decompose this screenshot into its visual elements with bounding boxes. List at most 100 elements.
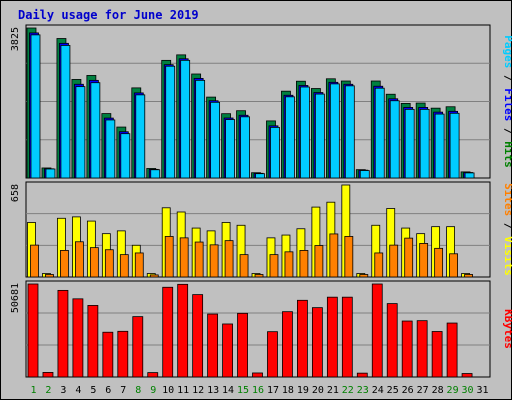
bar-pages-day-29 [449, 112, 460, 179]
bar-sites-day-18 [284, 251, 294, 278]
bar-sites-day-19 [299, 250, 309, 278]
bar-kbytes-day-7 [117, 330, 129, 378]
bar-sites-day-22 [344, 236, 354, 278]
bar-pages-day-10 [165, 65, 176, 179]
bar-pages-day-8 [135, 94, 146, 179]
bar-sites-day-4 [75, 241, 84, 278]
day-label-30: 30 [462, 385, 474, 396]
bar-kbytes-day-24 [371, 283, 383, 378]
bar-kbytes-day-3 [57, 289, 69, 378]
bar-sites-day-17 [269, 254, 279, 278]
day-label-2: 2 [45, 385, 51, 396]
day-label-19: 19 [297, 385, 309, 396]
bar-pages-day-3 [60, 45, 71, 179]
bar-sites-day-14 [224, 240, 234, 278]
bar-kbytes-day-16 [252, 372, 263, 378]
day-label-16: 16 [252, 385, 264, 396]
day-label-1: 1 [30, 385, 36, 396]
day-label-3: 3 [60, 385, 66, 396]
day-label-14: 14 [222, 385, 234, 396]
axis-label-visits-sites: Sites / Visits [502, 183, 512, 276]
day-label-7: 7 [120, 385, 126, 396]
bar-pages-day-16 [255, 173, 265, 179]
day-label-5: 5 [90, 385, 96, 396]
axis-label-part: Pages [502, 35, 512, 68]
day-label-26: 26 [402, 385, 414, 396]
bar-sites-day-1 [30, 244, 39, 278]
day-label-11: 11 [177, 385, 189, 396]
bar-sites-day-5 [89, 247, 99, 278]
bar-kbytes-day-18 [282, 311, 293, 378]
bar-kbytes-day-20 [311, 307, 323, 378]
bar-kbytes-day-4 [72, 298, 84, 378]
ymax-label-visits-sites: 658 [10, 184, 21, 202]
axis-label-kbytes: KBytes [502, 309, 512, 349]
bar-kbytes-day-23 [356, 372, 368, 378]
bar-sites-day-8 [134, 252, 144, 278]
bar-sites-day-15 [239, 254, 249, 278]
ymax-label-kbytes: 50681 [10, 283, 21, 313]
bar-pages-day-13 [210, 101, 221, 179]
bar-kbytes-day-28 [431, 331, 443, 378]
axis-label-part: Sites [502, 183, 512, 216]
bar-kbytes-day-30 [461, 373, 473, 378]
bar-kbytes-day-13 [207, 313, 219, 378]
day-label-27: 27 [417, 385, 429, 396]
bar-sites-day-13 [209, 244, 219, 278]
day-label-25: 25 [387, 385, 399, 396]
bar-kbytes-day-6 [102, 331, 114, 378]
bar-pages-day-21 [329, 83, 340, 179]
bar-pages-day-14 [225, 119, 235, 179]
bar-kbytes-day-22 [341, 296, 353, 378]
day-label-18: 18 [282, 385, 294, 396]
bar-pages-day-28 [434, 113, 445, 179]
bar-sites-day-20 [314, 245, 324, 278]
bar-pages-day-12 [195, 79, 206, 179]
bar-kbytes-day-27 [416, 320, 428, 378]
axis-label-part: Files [502, 88, 512, 121]
axis-label-part: / [502, 216, 512, 236]
day-label-20: 20 [312, 385, 324, 396]
bar-kbytes-day-1 [27, 283, 39, 378]
bar-sites-day-3 [60, 250, 69, 278]
bar-pages-day-18 [285, 96, 295, 179]
axis-label-hits-files-pages: Pages / Files / Hits [502, 35, 512, 168]
bar-pages-day-24 [374, 87, 385, 179]
bar-sites-day-26 [404, 237, 414, 278]
bar-pages-day-1 [30, 34, 41, 179]
chart-title: Daily usage for June 2019 [18, 8, 199, 22]
bar-pages-day-11 [180, 59, 191, 179]
bar-kbytes-day-21 [326, 296, 338, 378]
day-label-28: 28 [432, 385, 444, 396]
bar-pages-day-22 [344, 85, 355, 179]
day-label-4: 4 [75, 385, 81, 396]
bar-pages-day-30 [464, 172, 475, 179]
day-label-15: 15 [237, 385, 249, 396]
bar-pages-day-25 [389, 100, 400, 179]
bar-pages-day-2 [45, 168, 56, 179]
bar-pages-day-26 [404, 108, 415, 179]
axis-label-part: Visits [502, 236, 512, 276]
bar-sites-day-29 [449, 253, 458, 278]
bar-sites-day-7 [119, 254, 129, 278]
bar-pages-day-19 [300, 86, 310, 179]
bar-kbytes-day-15 [237, 312, 248, 378]
bar-pages-day-7 [120, 133, 131, 179]
day-label-6: 6 [105, 385, 111, 396]
ymax-label-hits-files-pages: 3825 [10, 27, 21, 51]
bar-sites-day-16 [254, 274, 264, 278]
bar-kbytes-day-14 [222, 323, 233, 378]
bar-sites-day-2 [45, 274, 54, 278]
bar-pages-day-17 [270, 127, 280, 179]
bar-sites-day-23 [359, 274, 369, 278]
day-label-10: 10 [162, 385, 174, 396]
bar-kbytes-day-26 [401, 320, 413, 378]
bar-kbytes-day-17 [267, 331, 278, 378]
day-label-12: 12 [192, 385, 204, 396]
day-label-22: 22 [342, 385, 354, 396]
bar-pages-day-4 [75, 86, 86, 179]
day-label-8: 8 [135, 385, 141, 396]
bar-kbytes-day-8 [132, 316, 144, 378]
bar-sites-day-6 [104, 249, 114, 278]
bar-kbytes-day-12 [192, 294, 204, 378]
